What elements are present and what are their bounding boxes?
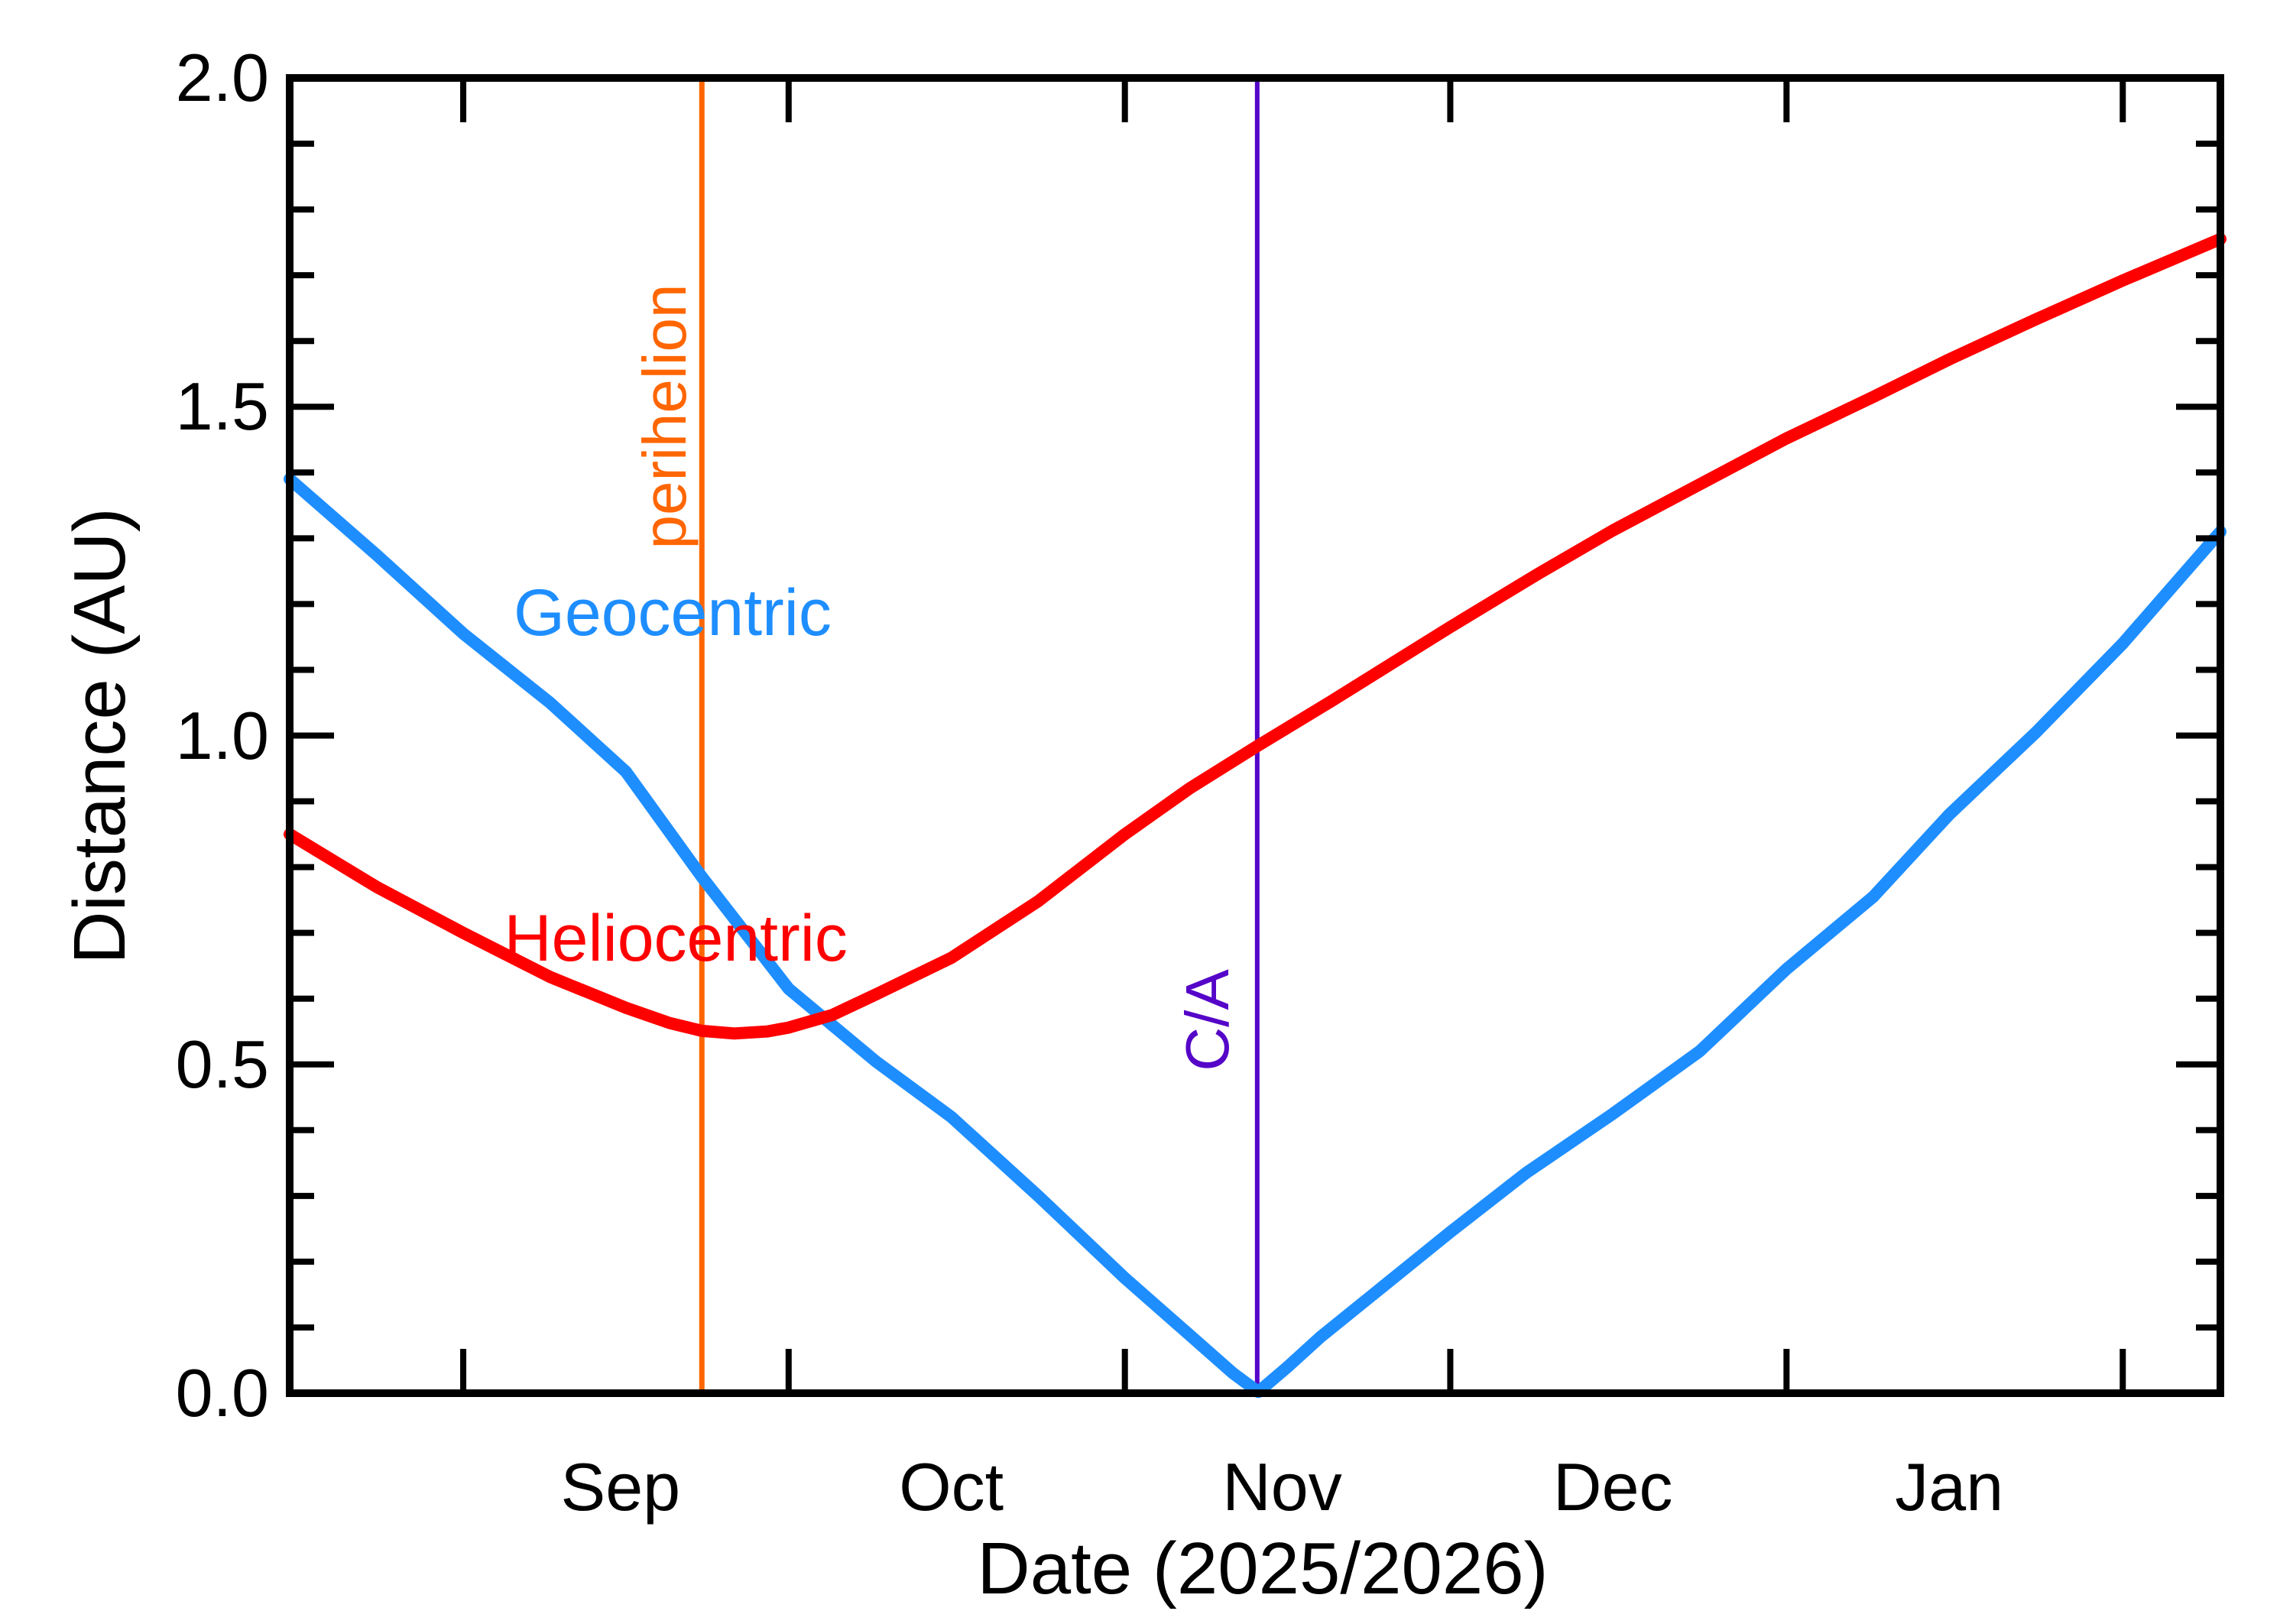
x-tick-label: Nov bbox=[1222, 1449, 1342, 1525]
perihelion-label: perihelion bbox=[631, 284, 699, 549]
y-tick-label: 1.5 bbox=[175, 368, 269, 445]
heliocentric-curve bbox=[284, 232, 2227, 1040]
y-tick-label: 0.0 bbox=[175, 1355, 269, 1431]
y-tick-label: 0.5 bbox=[175, 1026, 269, 1102]
y-axis-title: Distance (AU) bbox=[59, 507, 141, 964]
x-tick-label: Oct bbox=[899, 1449, 1004, 1525]
heliocentric-curve-label: Heliocentric bbox=[504, 902, 848, 976]
x-tick-label: Jan bbox=[1895, 1449, 2004, 1525]
geocentric-curve-label: Geocentric bbox=[514, 575, 832, 650]
y-tick-label: 1.0 bbox=[175, 697, 269, 773]
y-tick-label: 2.0 bbox=[175, 40, 269, 115]
x-tick-label: Dec bbox=[1553, 1449, 1673, 1525]
x-axis-title: Date (2025/2026) bbox=[977, 1528, 1549, 1609]
close-approach-label: C/A bbox=[1172, 969, 1241, 1071]
x-tick-label: Sep bbox=[560, 1449, 681, 1525]
